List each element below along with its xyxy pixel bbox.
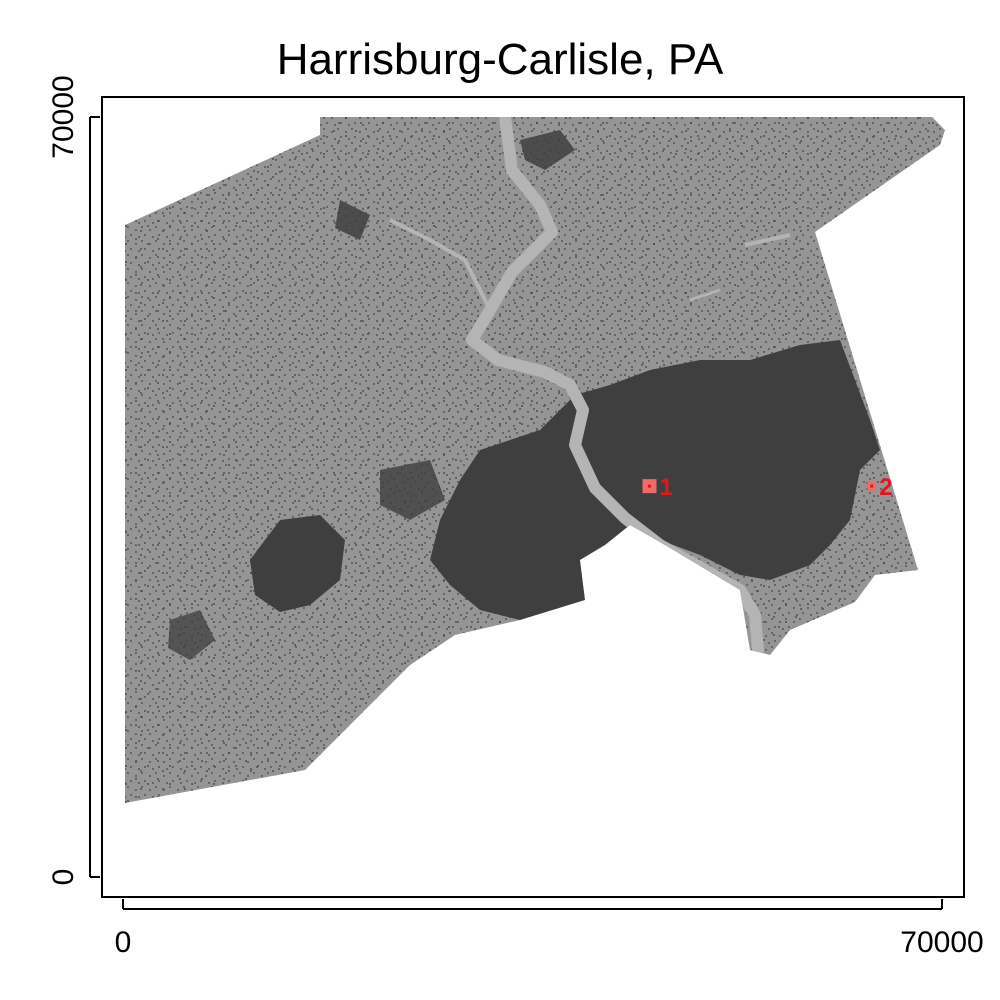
x-tick-label: 0 bbox=[115, 926, 132, 959]
urban-patch bbox=[168, 610, 215, 660]
urban-patch bbox=[520, 130, 575, 170]
marker-1: 1 bbox=[642, 474, 673, 501]
ridge-strip bbox=[689, 288, 721, 302]
tributary bbox=[389, 218, 492, 311]
x-axis: 0 70000 bbox=[115, 899, 984, 959]
y-axis: 0 70000 bbox=[47, 75, 100, 885]
y-tick-label: 70000 bbox=[47, 75, 80, 158]
marker-center bbox=[870, 484, 874, 488]
y-tick-label: 0 bbox=[47, 869, 80, 886]
marker-center bbox=[648, 484, 651, 488]
x-tick-label: 70000 bbox=[900, 926, 983, 959]
plot-frame bbox=[101, 96, 965, 898]
map-title: Harrisburg-Carlisle, PA bbox=[276, 35, 724, 84]
marker-label: 2 bbox=[879, 474, 892, 501]
marker-label: 1 bbox=[660, 474, 673, 501]
map-region bbox=[125, 117, 945, 803]
ridge-strip bbox=[744, 233, 791, 247]
urban-patch bbox=[380, 460, 445, 520]
marker-2: 2 bbox=[867, 474, 893, 501]
urban-patch bbox=[335, 200, 370, 240]
urban-area-carlisle bbox=[250, 515, 345, 612]
